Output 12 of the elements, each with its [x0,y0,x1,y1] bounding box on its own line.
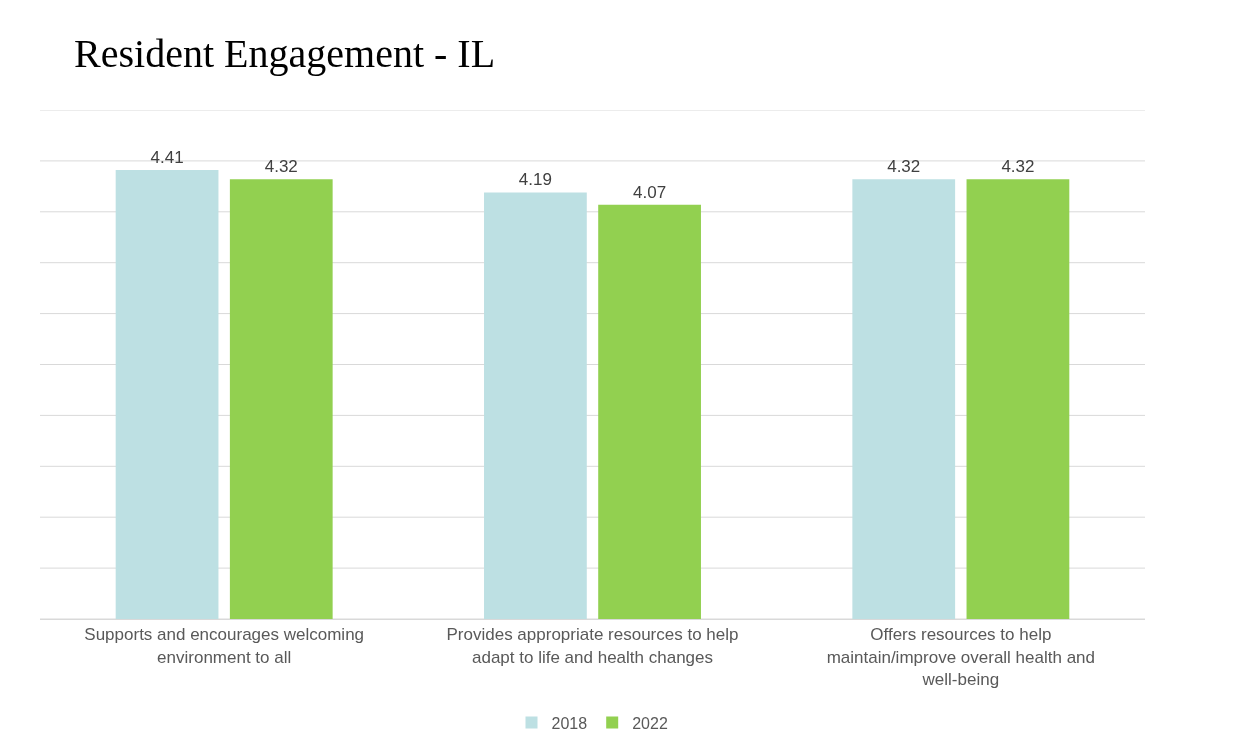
data-label: 4.32 [264,157,298,177]
legend-label: 2018 [551,714,588,732]
x-tick-label: Supports and encourages welcoming environment to all [84,625,365,667]
data-label: 4.32 [1001,157,1035,177]
data-label: 4.07 [633,182,667,202]
legend-label: 2022 [632,714,668,732]
data-label: 4.32 [887,157,921,177]
data-label: 4.41 [150,148,184,168]
x-tick-label: Offers resources to help maintain/improve overall health and well-being [826,625,1096,689]
chart-title: Resident Engagement - IL [74,30,496,76]
data-label: 4.19 [518,170,552,190]
x-tick-label: Provides appropriate resources to help adapt to life and health changes [446,625,739,667]
